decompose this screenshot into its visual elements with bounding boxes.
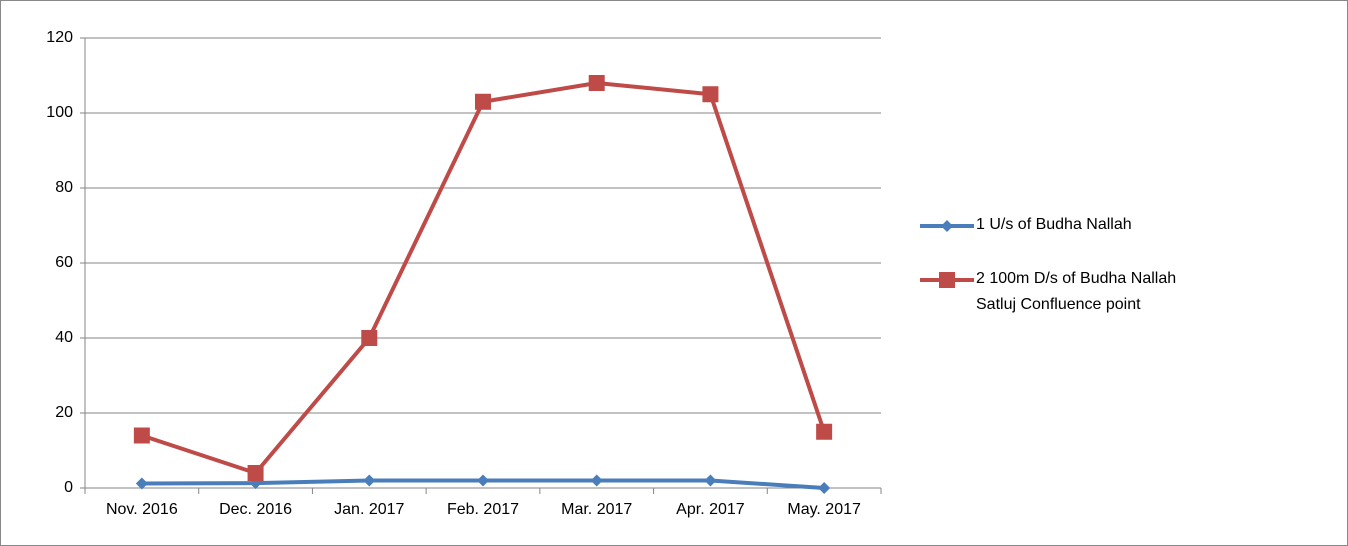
marker — [133, 427, 150, 444]
marker — [135, 477, 148, 490]
legend-icon — [920, 220, 974, 232]
x-tick-label: Mar. 2017 — [561, 501, 632, 518]
y-tick-label: 40 — [55, 329, 73, 346]
legend-label: 1 U/s of Budha Nallah — [976, 216, 1132, 233]
y-tick-label: 0 — [64, 479, 73, 496]
marker — [247, 465, 264, 481]
marker — [941, 220, 953, 232]
marker — [361, 330, 378, 346]
y-tick-label: 60 — [55, 254, 73, 271]
legend-icon — [920, 272, 974, 288]
series-line — [141, 81, 827, 475]
marker — [590, 474, 603, 487]
x-tick-label: Feb. 2017 — [447, 501, 519, 518]
marker — [475, 93, 491, 110]
marker — [704, 474, 717, 487]
x-tick-label: Jan. 2017 — [334, 501, 404, 518]
y-tick-label: 120 — [46, 29, 73, 46]
x-tick-label: Nov. 2016 — [106, 501, 178, 518]
marker — [816, 423, 833, 440]
y-tick-label: 100 — [46, 104, 73, 121]
marker — [588, 75, 605, 91]
x-tick-label: Dec. 2016 — [219, 501, 292, 518]
x-tick-label: Apr. 2017 — [676, 501, 745, 518]
marker — [818, 482, 831, 494]
legend-entry: 2 100m D/s of Budha Nallah Satluj Conflu… — [918, 266, 1218, 318]
legend: 1 U/s of Budha Nallah 2 100m D/s of Budha… — [918, 212, 1218, 346]
marker — [477, 474, 489, 487]
marker — [702, 86, 719, 103]
x-tick-label: May. 2017 — [787, 501, 861, 518]
y-tick-label: 20 — [55, 404, 73, 421]
marker — [363, 474, 376, 487]
y-tick-label: 80 — [55, 179, 73, 196]
legend-entry: 1 U/s of Budha Nallah — [918, 212, 1218, 238]
legend-label: 2 100m D/s of Budha Nallah Satluj Conflu… — [976, 270, 1177, 313]
marker — [939, 272, 955, 288]
